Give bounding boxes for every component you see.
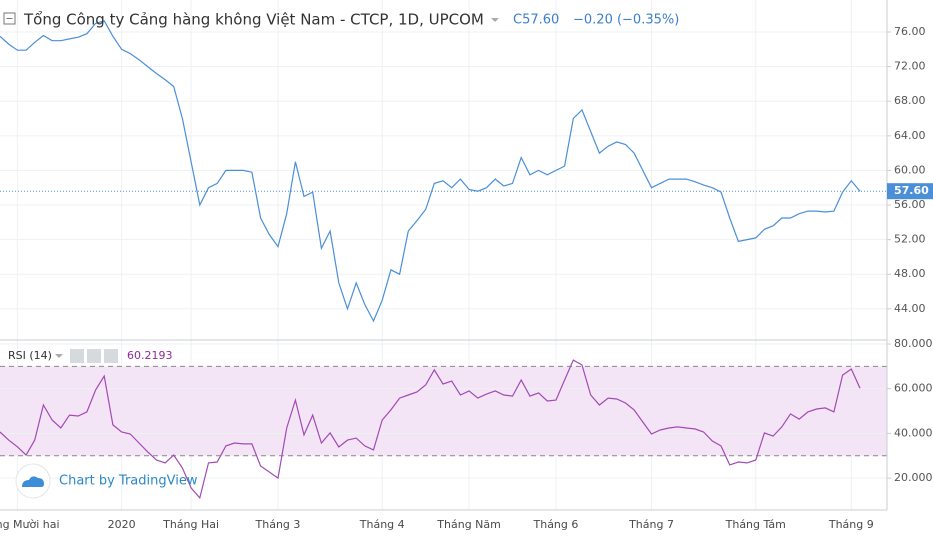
- y-tick-label: 20.0000: [894, 471, 933, 484]
- y-tick-label: 40.0000: [894, 426, 933, 439]
- x-tick-label: Tháng 9: [828, 518, 874, 531]
- y-tick-label: 52.00: [894, 233, 926, 246]
- y-tick-label: 80.0000: [894, 337, 933, 350]
- indicator-dropdown[interactable]: [55, 354, 63, 358]
- x-tick-label: Tháng 7: [628, 518, 674, 531]
- x-tick-label: 2020: [108, 518, 136, 531]
- plots: [0, 0, 891, 510]
- y-tick-label: 44.00: [894, 302, 926, 315]
- y-tick-label: 64.00: [894, 129, 926, 142]
- visibility-button[interactable]: [70, 349, 84, 363]
- indicator-name: RSI (14): [8, 349, 52, 362]
- y-tick-label: 76.00: [894, 25, 926, 38]
- y-tick-label: 56.00: [894, 198, 926, 211]
- x-tick-label: Tháng 3: [255, 518, 301, 531]
- watermark[interactable]: Chart by TradingView: [59, 474, 198, 489]
- y-tick-label: 60.0000: [894, 382, 933, 395]
- series-line: [0, 359, 861, 500]
- price-tag: 57.60: [894, 184, 929, 197]
- close-value: C57.60: [513, 13, 559, 28]
- change-value: −0.20 (−0.35%): [573, 13, 679, 28]
- dropdown-arrow[interactable]: [491, 18, 499, 22]
- remove-button[interactable]: [104, 349, 118, 363]
- chart-title: Tổng Công ty Cảng hàng không Việt Nam - …: [23, 11, 484, 29]
- x-tick-label: Tháng Tám: [725, 518, 786, 531]
- settings-button[interactable]: [87, 349, 101, 363]
- x-tick-label: Tháng Năm: [436, 518, 501, 531]
- price-tag-bg: [887, 183, 933, 200]
- series-line: [0, 20, 861, 323]
- x-tick-label: Tháng Hai: [162, 518, 219, 531]
- x-tick-label: Tháng 6: [533, 518, 579, 531]
- x-tick-label: Tháng 4: [359, 518, 405, 531]
- logo-cloud: [22, 476, 44, 487]
- indicator-value: 60.2193: [127, 349, 173, 362]
- x-tick-label: Tháng Mười hai: [0, 518, 60, 531]
- y-tick-label: 60.00: [894, 163, 926, 176]
- rsi-band: [0, 366, 887, 456]
- y-tick-label: 48.00: [894, 267, 926, 280]
- y-tick-label: 72.00: [894, 60, 926, 73]
- y-tick-label: 68.00: [894, 94, 926, 107]
